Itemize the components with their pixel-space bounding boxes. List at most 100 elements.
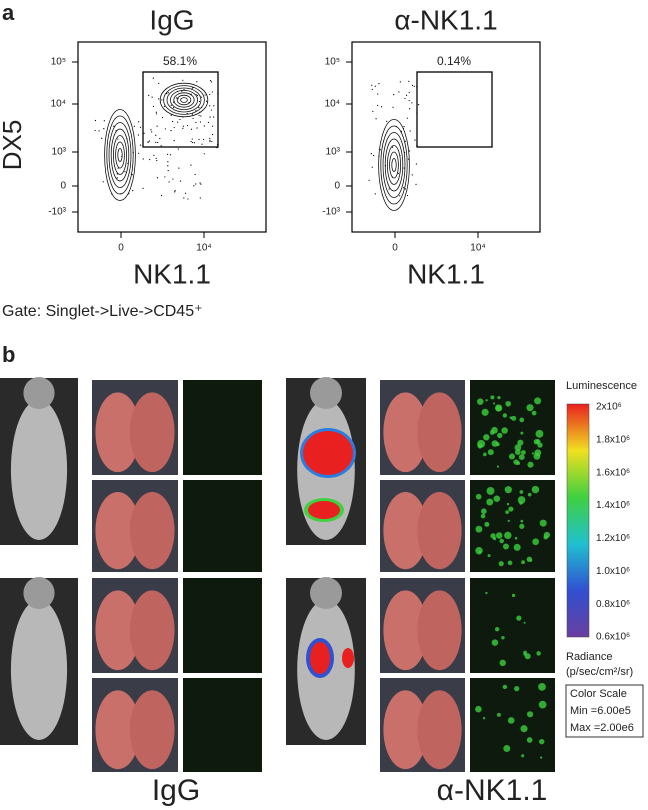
event-dot: [411, 84, 414, 86]
event-dot: [172, 178, 174, 180]
fluor-spot: [483, 434, 490, 441]
event-dot: [209, 140, 211, 143]
fluorescence-image: [470, 480, 555, 572]
fluor-spot: [501, 427, 508, 434]
event-dot: [190, 141, 192, 143]
event-dot: [411, 102, 413, 104]
y-tick-label: 0: [334, 181, 340, 192]
fluor-spot: [496, 465, 500, 468]
event-dot: [148, 140, 151, 142]
event-dot: [153, 154, 155, 157]
lung-lobe: [383, 392, 428, 473]
event-dot: [184, 192, 187, 194]
x-tick-label: 10⁴: [470, 243, 485, 254]
event-dot: [194, 173, 196, 176]
event-dot: [404, 188, 406, 190]
fluor-spot: [487, 554, 491, 558]
fluor-spot: [484, 521, 490, 527]
event-dot: [198, 100, 201, 103]
event-dot: [131, 174, 133, 176]
scale-tick-label: 1.8x10⁶: [596, 434, 630, 445]
event-dot: [192, 86, 194, 89]
event-dot: [164, 176, 166, 178]
event-dot: [199, 197, 201, 199]
scale-tick-label: 0.8x10⁶: [596, 599, 630, 610]
fluor-spot: [532, 538, 540, 546]
contour: [176, 94, 192, 106]
fluor-spot: [538, 700, 547, 709]
fluor-spot: [539, 756, 543, 759]
y-tick-label: 10⁵: [51, 57, 66, 68]
event-dot: [187, 198, 189, 200]
contour: [378, 119, 410, 211]
event-dot: [378, 82, 380, 85]
fluor-spot: [514, 536, 518, 540]
event-dot: [167, 161, 169, 163]
event-dot: [159, 137, 161, 140]
event-dot: [158, 82, 160, 85]
event-dot: [403, 151, 406, 154]
event-dot: [380, 106, 383, 108]
lung-lobe: [383, 690, 428, 770]
event-dot: [414, 139, 416, 141]
fluor-spot: [502, 543, 509, 550]
event-dot: [193, 142, 196, 144]
event-dot: [199, 182, 201, 184]
fluor-spot: [491, 440, 499, 447]
event-dot: [174, 191, 176, 193]
mouse-head: [310, 577, 342, 609]
event-dot: [142, 187, 144, 189]
event-dot: [198, 138, 200, 141]
scale-tick-label: 1.0x10⁶: [596, 566, 630, 577]
scale-title: Luminescence: [566, 380, 637, 392]
event-dot: [211, 81, 213, 83]
event-dot: [195, 110, 197, 112]
image-grid: [0, 377, 555, 772]
fluor-spot: [513, 543, 521, 551]
event-dot: [113, 125, 115, 127]
event-dot: [176, 90, 179, 93]
fluor-spot: [486, 498, 494, 506]
event-dot: [211, 91, 213, 93]
fluor-spot: [529, 559, 533, 562]
event-dot: [413, 85, 415, 87]
event-dot: [151, 131, 153, 133]
event-dot: [177, 148, 179, 150]
fluor-spot: [521, 754, 525, 758]
fluor-spot: [499, 538, 504, 544]
event-dot: [162, 116, 164, 119]
lung-lobe: [129, 590, 175, 671]
lung-lobe: [417, 690, 462, 770]
event-dot: [179, 118, 181, 121]
event-dot: [156, 159, 158, 162]
box-line: Color Scale: [570, 688, 627, 700]
fluor-spot: [539, 519, 547, 527]
contour: [382, 132, 406, 198]
group-label: α-NK1.1: [437, 774, 548, 807]
gate-percent: 58.1%: [163, 54, 197, 68]
event-dot: [371, 88, 373, 91]
fluor-spot: [531, 485, 540, 494]
fluorescence-image: [183, 678, 262, 772]
y-tick-label: 10⁴: [325, 99, 340, 110]
fluor-spot: [506, 502, 510, 506]
event-dot: [203, 138, 205, 141]
event-dot: [370, 152, 372, 155]
event-dot: [137, 134, 140, 136]
event-dot: [395, 125, 397, 128]
contour: [104, 109, 136, 201]
fluor-spot: [475, 525, 483, 533]
event-dot: [207, 121, 210, 124]
fluor-spot: [490, 395, 495, 400]
fluor-spot: [495, 405, 502, 411]
event-dot: [164, 128, 166, 130]
fluor-spot: [504, 486, 512, 494]
lung-lobe: [129, 690, 175, 770]
event-dot: [201, 143, 203, 145]
contour: [108, 122, 132, 188]
fluor-spot: [531, 452, 535, 455]
contour: [159, 82, 209, 118]
fluor-spot: [521, 560, 525, 565]
fluor-spot: [539, 738, 545, 745]
event-dot: [116, 173, 118, 175]
